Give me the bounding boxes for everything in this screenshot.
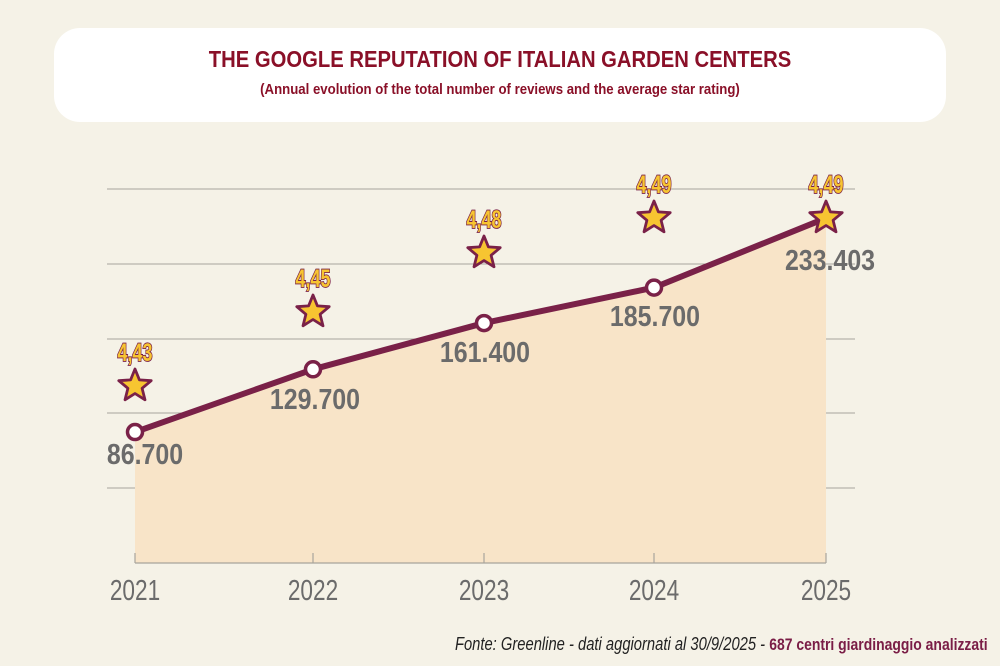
area-fill — [135, 218, 826, 564]
rating-label: 4,43 — [117, 338, 152, 367]
review-count-label: 185.700 — [610, 300, 700, 332]
data-point-marker — [125, 422, 145, 442]
star-icon — [117, 367, 153, 402]
rating-label: 4,48 — [466, 205, 501, 234]
x-tick-label: 2023 — [459, 573, 509, 606]
data-point-marker — [303, 360, 323, 379]
x-axis: 2021 2022 2023 2024 2025 — [110, 553, 851, 607]
review-count-label: 233.403 — [785, 244, 875, 276]
review-count-label: 86.700 — [107, 438, 183, 470]
source-note: Fonte: Greenline - dati aggiornati al 30… — [455, 634, 988, 655]
x-tick-label: 2022 — [288, 573, 338, 606]
star-icon — [636, 199, 672, 234]
title-card: THE GOOGLE REPUTATION OF ITALIAN GARDEN … — [54, 28, 946, 122]
data-point-marker — [474, 313, 494, 333]
rating-label: 4,45 — [295, 264, 330, 293]
star-icon — [808, 199, 844, 234]
review-count-label: 161.400 — [440, 336, 530, 368]
chart-title: THE GOOGLE REPUTATION OF ITALIAN GARDEN … — [208, 46, 792, 72]
data-labels: 4,43 86.700 4,45 129.700 4,48 161.400 4,49 185.… — [107, 169, 875, 470]
chart-subtitle: (Annual evolution of the total number of… — [260, 81, 740, 98]
data-point-marker — [644, 278, 664, 297]
star-icon — [466, 234, 502, 269]
x-tick-label: 2024 — [629, 573, 679, 606]
review-count-label: 129.700 — [270, 383, 360, 415]
data-marks — [117, 199, 844, 442]
x-tick-label: 2021 — [110, 573, 160, 606]
x-tick-label: 2025 — [801, 573, 851, 606]
source-highlight: 687 centri giardinaggio analizzati — [769, 635, 988, 654]
star-icon — [295, 293, 331, 328]
rating-label: 4,49 — [636, 170, 671, 199]
source-text: Fonte: Greenline - dati aggiornati al 30… — [455, 634, 770, 654]
rating-label: 4,49 — [808, 170, 843, 199]
